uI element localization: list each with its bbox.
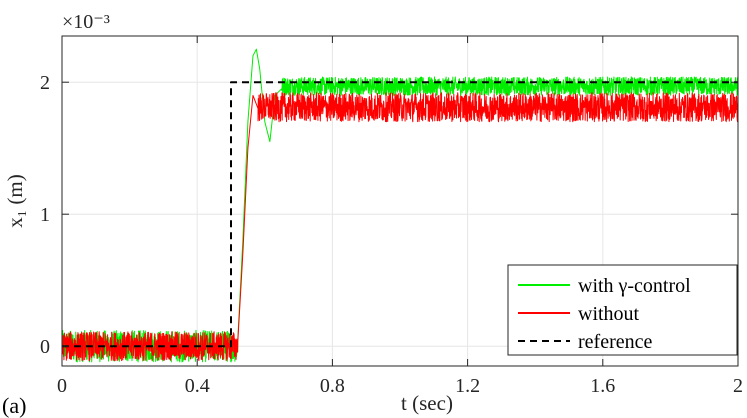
axis-tick-labels: 0 0.4 0.8 1.2 1.6 2 0 1 2	[40, 72, 743, 397]
x-tick-label: 0.4	[185, 375, 210, 397]
plot-frame	[61, 35, 739, 367]
x-tick-label: 1.2	[455, 375, 480, 397]
x-tick-label: 0	[57, 375, 67, 397]
panel-label: (a)	[2, 393, 26, 418]
series-line-with-control	[61, 48, 739, 363]
legend-label: with γ-control	[578, 275, 691, 297]
x-tick-label: 0.8	[320, 375, 345, 397]
y-tick-label: 0	[40, 336, 50, 358]
x-axis-label: t (sec)	[401, 391, 453, 415]
series-line-reference	[62, 81, 738, 348]
series-line-without	[61, 92, 739, 362]
legend-label: without	[578, 303, 640, 325]
x-tick-label: 1.6	[590, 375, 615, 397]
y-tick-label: 1	[40, 204, 50, 226]
series-layer	[61, 48, 739, 363]
axis-ticks	[61, 36, 739, 366]
y-exponent-label: ×10⁻³	[62, 11, 110, 33]
y-axis-label: x₁ (m)	[3, 174, 27, 227]
legend: with γ-control without reference	[507, 264, 738, 356]
x-tick-label: 2	[733, 375, 743, 397]
legend-label: reference	[578, 331, 652, 353]
y-tick-label: 2	[40, 72, 50, 94]
